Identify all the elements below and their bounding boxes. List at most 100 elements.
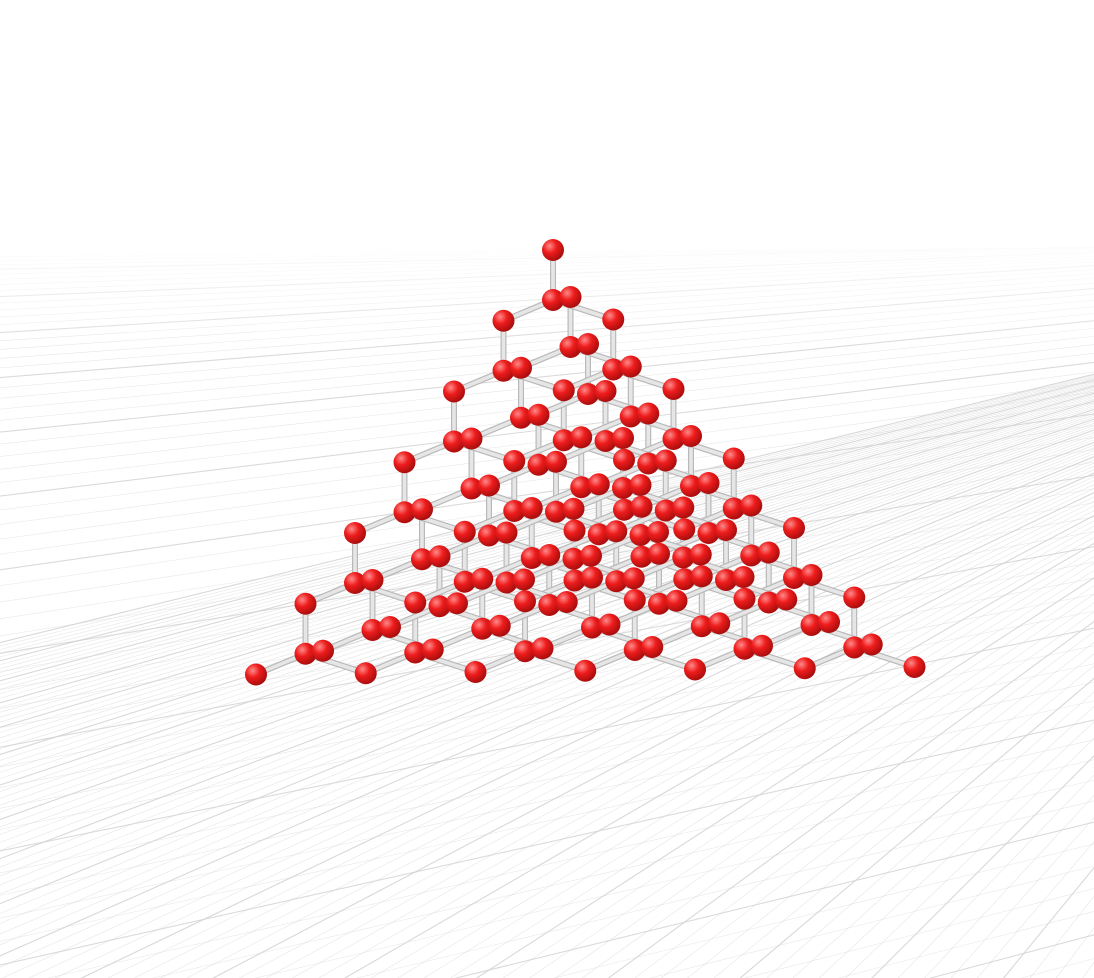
atom — [460, 477, 483, 500]
atom — [542, 239, 564, 261]
atom — [783, 517, 805, 539]
atom — [612, 477, 634, 499]
atom — [393, 451, 416, 474]
atom — [478, 474, 500, 497]
atom — [843, 636, 866, 659]
atom — [464, 661, 487, 683]
atom — [602, 358, 625, 381]
atom — [421, 638, 444, 661]
atom — [555, 591, 578, 613]
atom — [538, 594, 561, 616]
atom — [531, 637, 554, 660]
atom — [411, 548, 433, 571]
atom — [580, 544, 602, 567]
atom — [354, 662, 377, 685]
atom — [520, 497, 543, 519]
atom — [404, 591, 427, 614]
atom — [629, 524, 652, 546]
atom — [545, 500, 567, 523]
atom — [673, 518, 696, 541]
atom — [673, 568, 696, 591]
atom — [552, 429, 575, 452]
atom — [443, 430, 465, 453]
atom — [587, 523, 610, 546]
atom — [654, 449, 677, 472]
atom — [312, 639, 334, 662]
atom — [453, 520, 476, 543]
atom — [613, 448, 635, 471]
atom — [510, 356, 532, 379]
atom — [574, 659, 597, 682]
atom — [843, 586, 866, 609]
atom — [605, 520, 628, 543]
atom — [594, 430, 617, 452]
atom — [783, 567, 805, 589]
atom — [294, 642, 317, 665]
atom — [428, 595, 451, 618]
atoms — [245, 239, 926, 686]
atom — [471, 617, 494, 640]
atom — [514, 590, 536, 613]
atom — [733, 587, 756, 610]
atom — [294, 592, 317, 615]
atom — [690, 615, 713, 638]
atom — [612, 427, 634, 449]
atom — [478, 524, 500, 547]
atom — [488, 614, 511, 637]
atom — [903, 656, 926, 678]
atom — [503, 500, 526, 522]
atom — [619, 405, 642, 428]
atom — [245, 663, 267, 686]
atom — [542, 289, 564, 311]
atom — [527, 403, 550, 426]
atom — [680, 475, 702, 497]
atom — [722, 447, 745, 470]
atom — [648, 592, 670, 615]
atom — [510, 406, 532, 429]
atom — [732, 566, 755, 588]
atom — [757, 591, 780, 614]
atom — [662, 378, 685, 400]
atom — [570, 426, 593, 449]
atom — [775, 588, 798, 611]
atom — [520, 547, 543, 569]
atom — [577, 333, 599, 355]
atom — [647, 521, 669, 543]
atom — [344, 522, 366, 544]
atom — [740, 494, 763, 517]
atom — [818, 611, 840, 633]
atom — [619, 355, 642, 378]
atom — [623, 589, 646, 611]
atom — [587, 473, 610, 496]
atom — [715, 519, 737, 541]
atom — [654, 499, 677, 522]
atom — [648, 542, 670, 565]
atom — [563, 569, 586, 592]
atom — [684, 658, 706, 681]
atom — [623, 639, 646, 661]
atom — [602, 308, 625, 331]
atom — [733, 637, 756, 660]
atom — [514, 640, 536, 663]
atom — [630, 495, 653, 518]
atom — [715, 569, 737, 591]
atom — [545, 450, 567, 473]
atom — [637, 452, 660, 475]
atom — [672, 496, 695, 519]
atom — [361, 569, 384, 591]
atom — [689, 543, 712, 566]
atom — [344, 572, 366, 594]
atom — [641, 636, 664, 658]
atom — [492, 309, 515, 332]
atom — [800, 614, 823, 636]
atom — [622, 567, 645, 590]
atom — [793, 657, 816, 680]
atom — [629, 474, 652, 496]
atom — [662, 428, 685, 450]
atom — [740, 544, 763, 567]
atom — [630, 545, 653, 568]
atom — [538, 544, 561, 566]
atom — [562, 497, 585, 520]
